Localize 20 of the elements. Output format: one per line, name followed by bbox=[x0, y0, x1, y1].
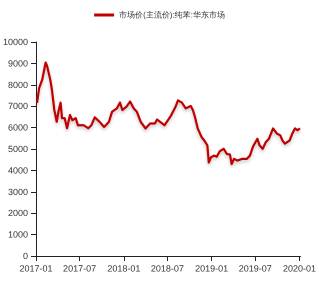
y-tick-label: 7000 bbox=[8, 101, 28, 112]
y-tick-label: 0 bbox=[23, 251, 28, 261]
x-tick-label: 2019-07 bbox=[238, 264, 272, 274]
y-tick-label: 1000 bbox=[8, 230, 28, 240]
x-tick-label: 2017-07 bbox=[63, 264, 96, 274]
y-tick-label: 5000 bbox=[8, 144, 28, 154]
x-tick-label: 2017-01 bbox=[20, 264, 53, 274]
y-tick-label: 9000 bbox=[8, 58, 28, 68]
legend-label: 市场价(主流价):纯苯:华东市场 bbox=[119, 10, 225, 20]
y-tick-label: 8000 bbox=[8, 80, 28, 90]
y-tick-label: 4000 bbox=[8, 165, 28, 176]
y-tick-label: 10000 bbox=[2, 37, 28, 47]
y-tick-label: 6000 bbox=[8, 122, 28, 133]
x-tick-label: 2020-01 bbox=[282, 264, 316, 274]
y-tick-label: 2000 bbox=[8, 208, 28, 218]
x-tick-label: 2018-01 bbox=[107, 264, 140, 274]
x-tick-label: 2018-07 bbox=[150, 264, 184, 274]
x-tick-label: 2019-01 bbox=[195, 264, 228, 274]
line-series bbox=[36, 61, 302, 166]
y-tick-label: 3000 bbox=[8, 186, 28, 197]
